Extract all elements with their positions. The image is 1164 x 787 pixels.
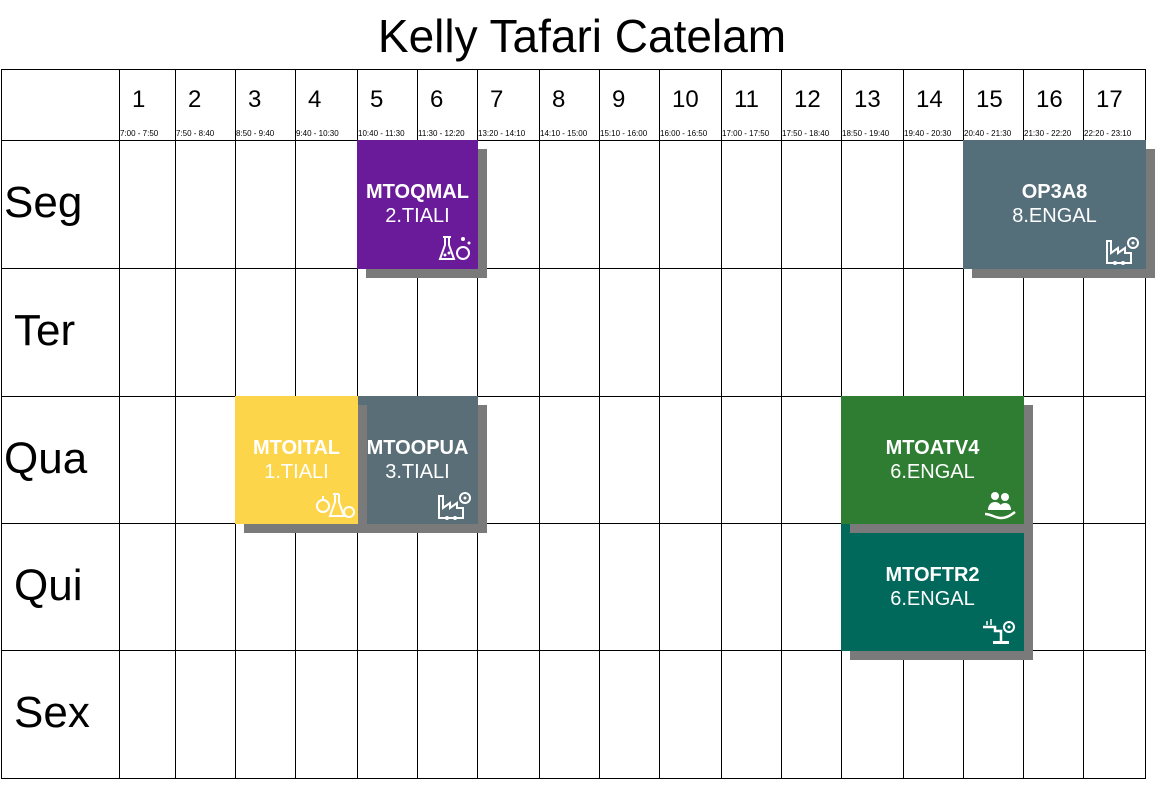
period-time: 18:50 - 19:40 xyxy=(842,129,890,138)
class-code: MTOOPUA xyxy=(366,437,469,459)
class-room: 2.TIALI xyxy=(385,205,450,227)
grid-vline xyxy=(119,69,120,779)
period-time: 17:00 - 17:50 xyxy=(722,129,770,138)
grid-vline xyxy=(659,69,660,779)
class-block[interactable]: MTOFTR2 6.ENGAL xyxy=(841,523,1024,651)
period-time: 21:30 - 22:20 xyxy=(1024,129,1072,138)
period-time: 8:50 - 9:40 xyxy=(236,129,275,138)
class-room: 8.ENGAL xyxy=(1012,205,1097,227)
grid-vline xyxy=(539,69,540,779)
period-time: 19:40 - 20:30 xyxy=(904,129,952,138)
period-number: 16 xyxy=(1036,86,1063,113)
day-label: Qui xyxy=(14,560,83,610)
chemistry-icon xyxy=(435,233,475,267)
class-room: 6.ENGAL xyxy=(890,588,975,610)
period-time: 10:40 - 11:30 xyxy=(358,129,405,138)
period-number: 2 xyxy=(188,86,202,113)
grid-hline xyxy=(1,268,1146,269)
class-code: MTOFTR2 xyxy=(885,564,980,586)
class-code: MTOITAL xyxy=(252,437,341,459)
industry-gear-icon xyxy=(1103,233,1143,267)
period-time: 15:10 - 16:00 xyxy=(600,129,648,138)
period-number: 4 xyxy=(308,86,322,113)
period-time: 14:10 - 15:00 xyxy=(540,129,588,138)
period-number: 8 xyxy=(552,86,566,113)
day-label: Ter xyxy=(14,306,76,355)
pipeline-gear-icon xyxy=(981,615,1021,649)
grid-vline xyxy=(599,69,600,779)
period-time: 7:50 - 8:40 xyxy=(176,129,215,138)
grid-hline xyxy=(1,396,1146,397)
grid-vline xyxy=(781,69,782,779)
grid-hline xyxy=(1,650,1146,651)
day-label: Seg xyxy=(4,178,83,227)
period-time: 20:40 - 21:30 xyxy=(964,129,1012,138)
grid-vline xyxy=(721,69,722,779)
people-hand-icon xyxy=(981,488,1021,522)
period-time: 13:20 - 14:10 xyxy=(478,129,526,138)
class-block[interactable]: MTOATV4 6.ENGAL xyxy=(841,396,1024,524)
class-room: 6.ENGAL xyxy=(890,461,975,483)
grid-hline xyxy=(1,140,1146,141)
page-title: Kelly Tafari Catelam xyxy=(377,10,787,62)
period-number: 6 xyxy=(430,86,444,113)
period-time: 9:40 - 10:30 xyxy=(296,129,339,138)
grid-vline xyxy=(1145,69,1146,779)
period-number: 11 xyxy=(734,86,759,113)
period-number: 10 xyxy=(672,86,699,113)
period-number: 7 xyxy=(490,86,504,113)
period-number: 5 xyxy=(370,86,384,113)
class-code: OP3A8 xyxy=(1021,181,1088,203)
period-number: 9 xyxy=(612,86,626,113)
period-number: 12 xyxy=(794,86,821,113)
period-time: 7:00 - 7:50 xyxy=(120,129,159,138)
class-code: MTOQMAL xyxy=(366,181,469,203)
grid-vline xyxy=(175,69,176,779)
period-time: 16:00 - 16:50 xyxy=(660,129,708,138)
period-time: 22:20 - 23:10 xyxy=(1084,129,1132,138)
grid-hline xyxy=(1,69,1146,70)
period-number: 14 xyxy=(916,86,943,113)
period-time: 17:50 - 18:40 xyxy=(782,129,830,138)
class-code: MTOATV4 xyxy=(885,437,980,459)
period-number: 17 xyxy=(1096,86,1123,113)
grid-vline xyxy=(1083,69,1084,779)
day-label: Sex xyxy=(14,688,90,737)
period-number: 1 xyxy=(132,86,146,113)
food-lab-icon xyxy=(315,488,355,522)
period-number: 13 xyxy=(854,86,881,113)
industry-gear-icon xyxy=(435,488,475,522)
grid-hline xyxy=(1,523,1146,524)
grid-vline xyxy=(1,69,2,779)
class-room: 1.TIALI xyxy=(264,461,329,483)
grid-hline xyxy=(1,778,1146,779)
class-room: 3.TIALI xyxy=(385,461,450,483)
class-block[interactable]: MTOQMAL 2.TIALI xyxy=(357,140,478,269)
period-number: 3 xyxy=(248,86,262,113)
day-label: Qua xyxy=(4,433,88,483)
class-block[interactable]: MTOOPUA 3.TIALI xyxy=(357,396,478,524)
class-block[interactable]: OP3A8 8.ENGAL xyxy=(963,140,1146,269)
class-block[interactable]: MTOITAL 1.TIALI xyxy=(235,396,358,524)
period-time: 11:30 - 12:20 xyxy=(418,129,465,138)
period-number: 15 xyxy=(976,86,1003,113)
